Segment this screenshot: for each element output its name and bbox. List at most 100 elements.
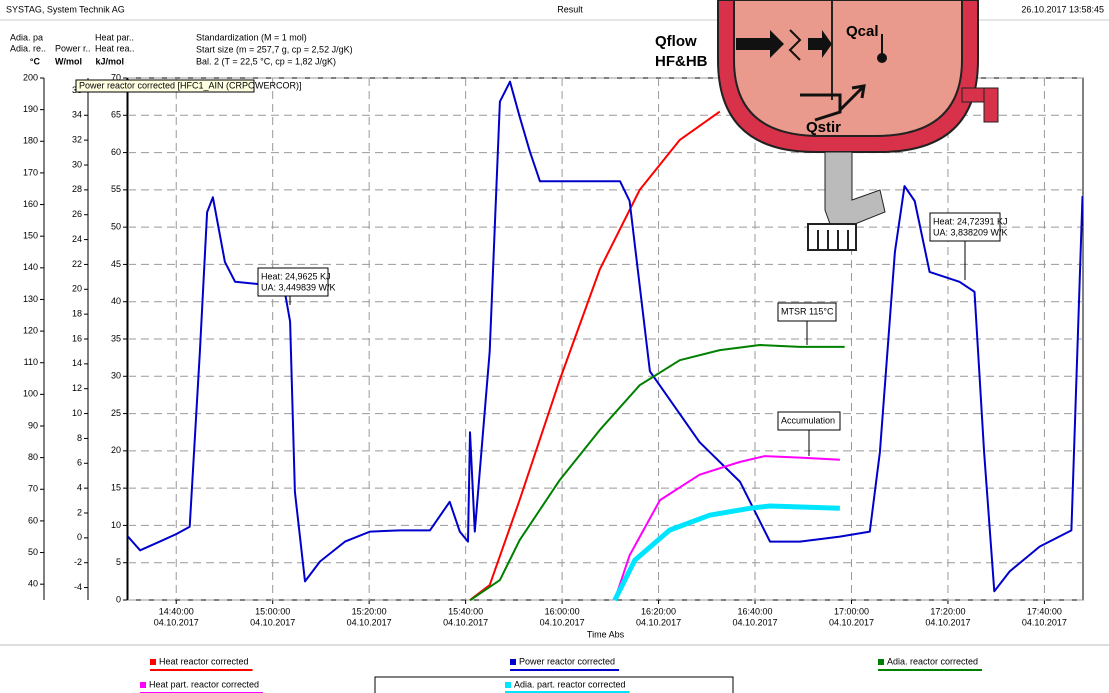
- screen: SYSTAG, System Technik AG Result 26.10.2…: [0, 0, 1109, 693]
- x-tick-date: 04.10.2017: [347, 617, 392, 627]
- y-tick-label: 110: [24, 357, 38, 367]
- annotation-text: UA: 3,838209 W/K: [933, 227, 1008, 237]
- x-tick-label: 17:40:00: [1027, 606, 1062, 616]
- info-text: Standardization (M = 1 mol): [196, 32, 307, 42]
- y-tick-label: 150: [23, 231, 38, 241]
- y-tick-label: 0: [116, 594, 121, 604]
- y-tick-label: -4: [74, 582, 82, 592]
- x-tick-label: 15:40:00: [448, 606, 483, 616]
- legend-swatch: [140, 682, 146, 688]
- x-tick-label: 16:40:00: [737, 606, 772, 616]
- y-tick-label: 28: [72, 184, 82, 194]
- x-tick-label: 16:20:00: [641, 606, 676, 616]
- info-text: Start size (m = 257,7 g, cp = 2,52 J/gK): [196, 44, 353, 54]
- axis-name: Heat rea..: [95, 43, 135, 53]
- plot: 14:40:0004.10.201715:00:0004.10.201715:2…: [23, 72, 1083, 639]
- x-tick-date: 04.10.2017: [443, 617, 488, 627]
- axis-name: Adia. re..: [10, 43, 46, 53]
- window-title: Result: [557, 4, 583, 14]
- timestamp: 26.10.2017 13:58:45: [1021, 4, 1104, 14]
- diagram-label: Qcal: [846, 23, 879, 40]
- x-tick-date: 04.10.2017: [1022, 617, 1067, 627]
- annotation-text: UA: 3,449839 W/K: [261, 282, 336, 292]
- x-tick-date: 04.10.2017: [250, 617, 295, 627]
- y-tick-label: 80: [28, 452, 38, 462]
- y-tick-label: 34: [72, 110, 82, 120]
- y-tick-label: 0: [77, 532, 82, 542]
- y-tick-label: 8: [77, 433, 82, 443]
- y-tick-label: 130: [23, 294, 38, 304]
- y-tick-label: 16: [72, 333, 82, 343]
- annotation-text: Accumulation: [781, 415, 835, 425]
- legend-label: Adia. reactor corrected: [887, 656, 978, 666]
- tooltip: Power reactor corrected [HFC1_AIN (CRPOW…: [79, 80, 302, 90]
- pipe: [984, 88, 998, 122]
- y-tick-label: 30: [111, 371, 121, 381]
- y-axis-unit: kJ/mol: [95, 56, 124, 66]
- y-tick-label: 12: [72, 383, 82, 393]
- diagram-label: Qstir: [806, 119, 841, 136]
- reactor-body: [734, 0, 962, 136]
- axis-name: Power r..: [55, 43, 91, 53]
- y-tick-label: 4: [77, 483, 82, 493]
- y-tick-label: 50: [111, 222, 121, 232]
- y-tick-label: 65: [111, 110, 121, 120]
- y-tick-label: 55: [111, 184, 121, 194]
- legend-swatch: [150, 659, 156, 665]
- y-tick-label: 60: [111, 147, 121, 157]
- legend-swatch: [878, 659, 884, 665]
- legend-swatch: [510, 659, 516, 665]
- y-tick-label: 30: [72, 159, 82, 169]
- y-tick-label: 26: [72, 209, 82, 219]
- legend-label: Adia. part. reactor corrected: [514, 679, 626, 689]
- y-tick-label: -2: [74, 557, 82, 567]
- y-tick-label: 45: [111, 259, 121, 269]
- y-tick-label: 24: [72, 234, 82, 244]
- x-tick-date: 04.10.2017: [829, 617, 874, 627]
- x-tick-label: 16:00:00: [545, 606, 580, 616]
- x-tick-label: 14:40:00: [159, 606, 194, 616]
- y-axis-unit: °C: [30, 56, 41, 66]
- y-tick-label: 200: [23, 72, 38, 82]
- x-tick-date: 04.10.2017: [636, 617, 681, 627]
- y-tick-label: 100: [23, 389, 38, 399]
- annotation-text: MTSR 115°C: [781, 306, 834, 316]
- y-tick-label: 10: [72, 408, 82, 418]
- y-tick-label: 5: [116, 557, 121, 567]
- x-tick-label: 17:20:00: [930, 606, 965, 616]
- y-tick-label: 20: [72, 284, 82, 294]
- legend-label: Power reactor corrected: [519, 656, 615, 666]
- legend-swatch: [505, 682, 511, 688]
- x-tick-date: 04.10.2017: [540, 617, 585, 627]
- y-tick-label: 10: [111, 520, 121, 530]
- legend-label: Heat part. reactor corrected: [149, 679, 259, 689]
- sensor-tip: [877, 53, 887, 63]
- y-tick-label: 160: [23, 199, 38, 209]
- y-tick-label: 40: [28, 579, 38, 589]
- y-tick-label: 170: [23, 167, 38, 177]
- annotation-text: Heat: 24,9625 KJ: [261, 271, 331, 281]
- y-tick-label: 90: [28, 420, 38, 430]
- x-tick-date: 04.10.2017: [925, 617, 970, 627]
- y-tick-label: 2: [77, 507, 82, 517]
- y-tick-label: 15: [111, 483, 121, 493]
- y-tick-label: 32: [72, 135, 82, 145]
- legend-label: Heat reactor corrected: [159, 656, 249, 666]
- axis-name: Adia. pa: [10, 32, 43, 42]
- annotation-text: Heat: 24,72391 KJ: [933, 216, 1008, 226]
- y-tick-label: 25: [111, 408, 121, 418]
- y-tick-label: 40: [111, 296, 121, 306]
- axis-name: Heat par..: [95, 32, 134, 42]
- x-axis-title: Time Abs: [587, 629, 625, 639]
- x-tick-label: 17:00:00: [834, 606, 869, 616]
- diagram-label: HF&HB: [655, 53, 708, 70]
- y-tick-label: 60: [28, 515, 38, 525]
- y-tick-label: 120: [23, 325, 38, 335]
- y-tick-label: 22: [72, 259, 82, 269]
- y-tick-label: 190: [23, 104, 38, 114]
- y-tick-label: 180: [23, 136, 38, 146]
- y-tick-label: 6: [77, 458, 82, 468]
- y-tick-label: 20: [111, 445, 121, 455]
- y-axis-unit: W/mol: [55, 56, 82, 66]
- y-tick-label: 14: [72, 358, 82, 368]
